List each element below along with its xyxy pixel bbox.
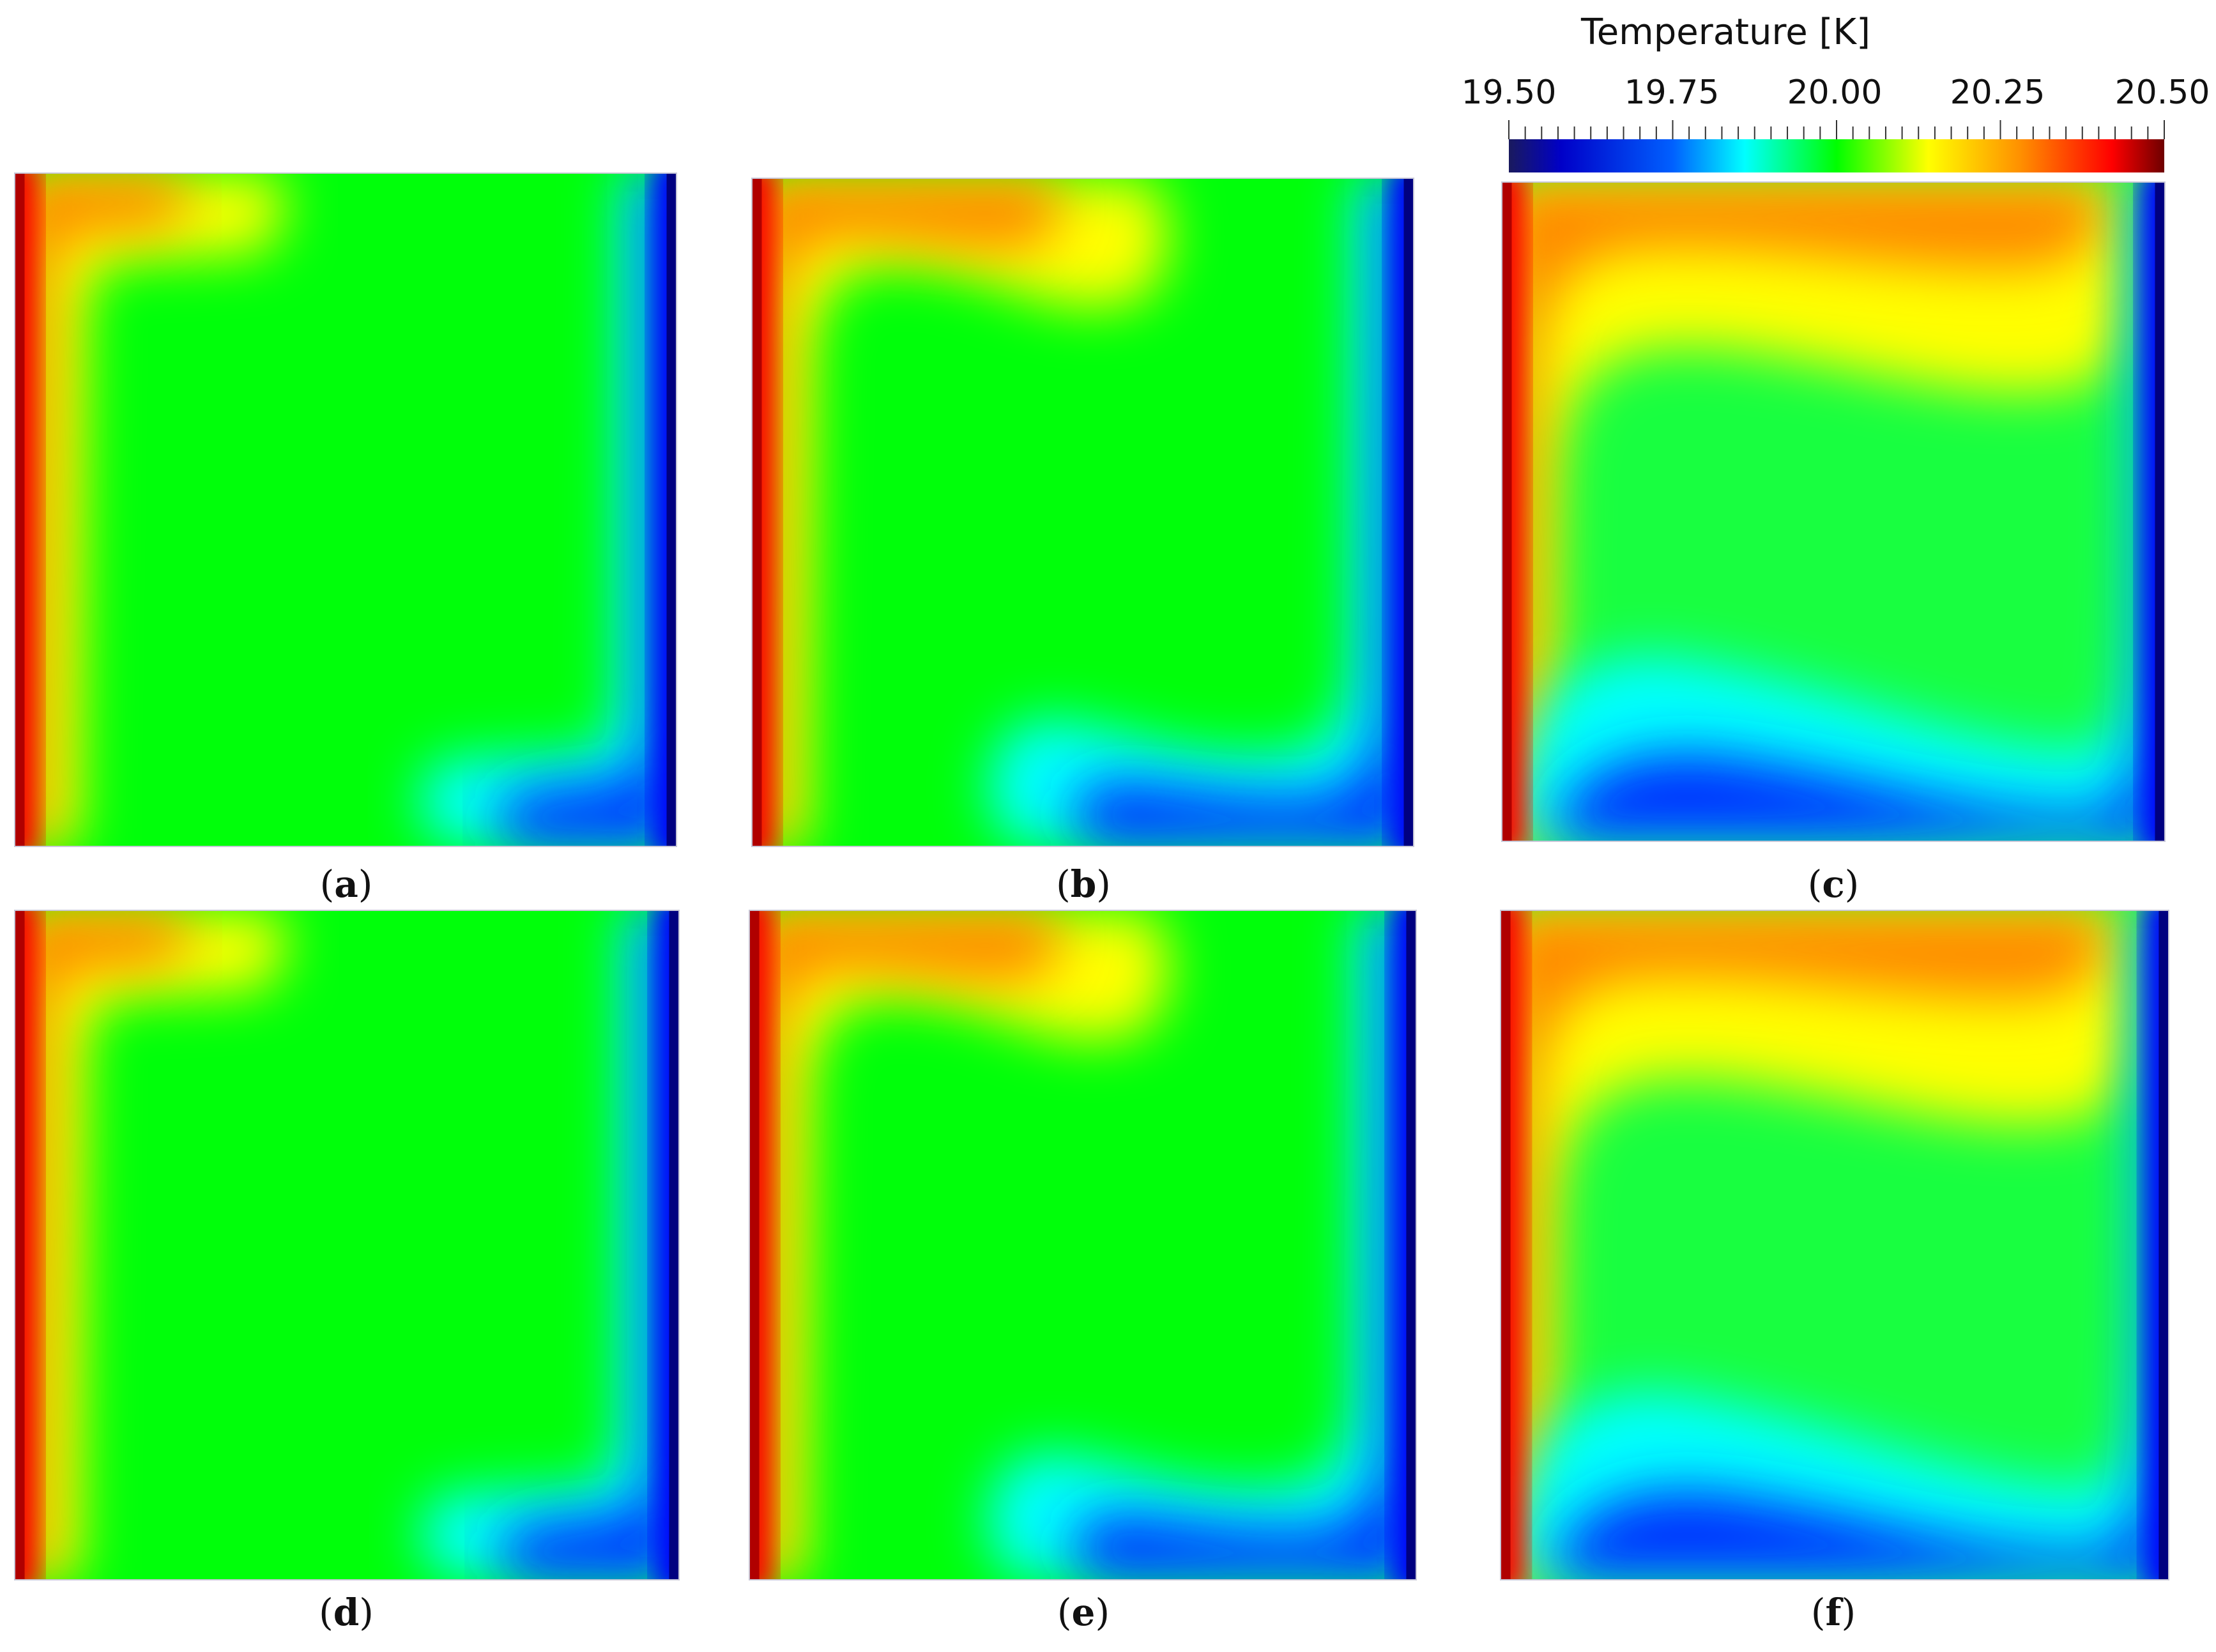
colorbar-tick-label: 19.75 [1624, 73, 1720, 112]
caption-c: (c) [1807, 862, 1860, 906]
warm-region [1502, 183, 2133, 841]
hot-wall-edge [750, 911, 760, 1579]
caption-a: (a) [319, 862, 373, 906]
caption-d: (d) [319, 1591, 374, 1634]
cold-wall-edge [1403, 179, 1413, 846]
cold-region [1555, 183, 2164, 841]
colorbar-gradient [1509, 139, 2164, 172]
panel-b [751, 178, 1414, 847]
hot-wall-edge [15, 911, 25, 1579]
warm-region [15, 911, 286, 1579]
cold-wall-edge [2159, 911, 2168, 1579]
hot-region [1502, 183, 2103, 841]
colorbar-tick-label: 19.50 [1461, 73, 1557, 112]
panel-f [1500, 910, 2169, 1580]
warm-region [1501, 911, 2136, 1579]
colorbar [1508, 120, 2165, 172]
panel-a [14, 172, 677, 847]
cool-region [1514, 911, 2168, 1579]
hot-wall-edge [1502, 183, 1512, 841]
cold-region [1073, 179, 1413, 846]
cold-wall-edge [1406, 911, 1416, 1579]
field-background [15, 911, 678, 1579]
panel-d [14, 910, 680, 1580]
hot-region [1501, 911, 2106, 1579]
panel-c [1501, 181, 2166, 842]
hot-wall-edge [1501, 911, 1511, 1579]
cold-region [1073, 911, 1416, 1579]
colorbar-tick-label: 20.50 [2114, 73, 2210, 112]
colorbar-title: Temperature [K] [1581, 11, 1870, 53]
cool-region [1515, 183, 2164, 841]
cold-region [1554, 911, 2168, 1579]
hot-region [753, 179, 1060, 846]
caption-e: (e) [1057, 1591, 1110, 1634]
colorbar-tick-label: 20.25 [1950, 73, 2045, 112]
cold-wall-edge [666, 174, 676, 846]
colorbar-tick-label: 20.00 [1787, 73, 1883, 112]
cold-wall-edge [2155, 183, 2164, 841]
hot-wall-edge [753, 179, 762, 846]
warm-region [15, 174, 284, 846]
caption-b: (b) [1056, 862, 1111, 906]
hot-wall-edge [15, 174, 25, 846]
field-background [15, 174, 676, 846]
cold-wall-edge [669, 911, 678, 1579]
panel-e [749, 910, 1417, 1580]
hot-region [750, 911, 1060, 1579]
caption-f: (f) [1810, 1591, 1856, 1634]
